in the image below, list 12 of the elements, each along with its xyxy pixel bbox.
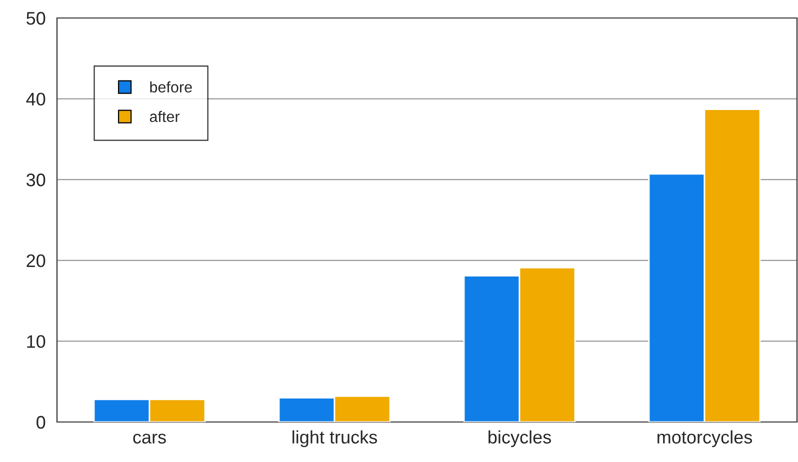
- y-tick-label: 20: [26, 254, 46, 268]
- y-tick-label: 50: [26, 12, 46, 25]
- x-tick-label: light trucks: [292, 430, 377, 448]
- legend-label: after: [150, 110, 180, 122]
- y-tick-label: 30: [26, 174, 46, 186]
- y-tick-label: 40: [26, 92, 46, 106]
- y-tick-label: 0: [36, 416, 46, 429]
- x-tick-label: cars: [133, 434, 166, 444]
- x-tick-label: bicycles: [488, 430, 551, 448]
- legend-label: before: [150, 81, 192, 93]
- y-tick-label: 10: [27, 335, 46, 348]
- x-tick-label: motorcycles: [658, 430, 752, 448]
